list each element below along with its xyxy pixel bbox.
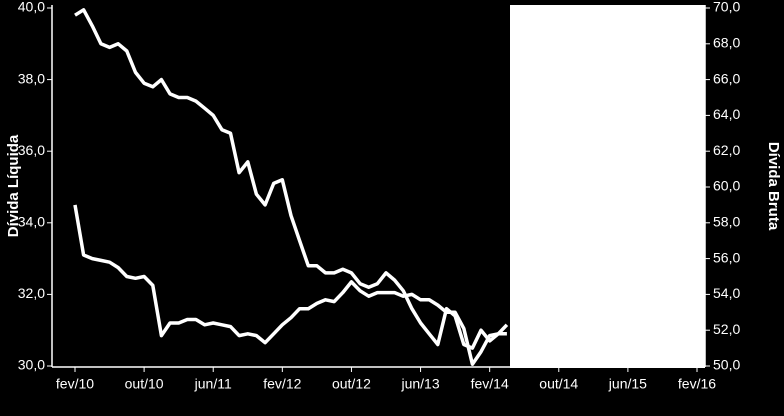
y2-tick-label: 70,0 bbox=[713, 0, 740, 15]
y-tick-label: 30,0 bbox=[18, 357, 45, 373]
series-line bbox=[74, 8, 507, 350]
y-tick-label: 32,0 bbox=[18, 285, 45, 301]
x-tick-label: jun/13 bbox=[400, 376, 439, 392]
x-tick-label: fev/12 bbox=[263, 376, 301, 392]
y2-tick-label: 64,0 bbox=[713, 106, 740, 122]
y2-tick-label: 54,0 bbox=[713, 285, 740, 301]
y2-tick-label: 60,0 bbox=[713, 178, 740, 194]
y2-tick-label: 56,0 bbox=[713, 249, 740, 265]
cover-box bbox=[510, 5, 705, 368]
y-tick-label: 40,0 bbox=[18, 0, 45, 15]
y2-tick-label: 52,0 bbox=[713, 321, 740, 337]
series-line bbox=[73, 204, 509, 366]
x-tick-label: fev/14 bbox=[471, 376, 509, 392]
x-tick-label: fev/16 bbox=[678, 376, 716, 392]
x-tick-label: fev/10 bbox=[56, 376, 94, 392]
y-tick-label: 38,0 bbox=[18, 70, 45, 86]
x-tick-label: jun/11 bbox=[194, 376, 232, 392]
x-tick-label: out/10 bbox=[125, 376, 164, 392]
y2-axis-title: Dívida Bruta bbox=[765, 142, 782, 231]
y2-tick-label: 62,0 bbox=[713, 142, 740, 158]
y2-tick-label: 58,0 bbox=[713, 214, 740, 230]
y2-tick-label: 66,0 bbox=[713, 70, 740, 86]
x-tick-label: out/12 bbox=[332, 376, 371, 392]
y2-tick-label: 50,0 bbox=[713, 357, 740, 373]
x-tick-label: jun/15 bbox=[608, 376, 647, 392]
y-axis-title: Dívida Líquida bbox=[5, 134, 22, 237]
y2-tick-label: 68,0 bbox=[713, 35, 740, 51]
y-tick-label: 36,0 bbox=[18, 142, 45, 158]
y-tick-label: 34,0 bbox=[18, 214, 45, 230]
x-tick-label: out/14 bbox=[539, 376, 578, 392]
